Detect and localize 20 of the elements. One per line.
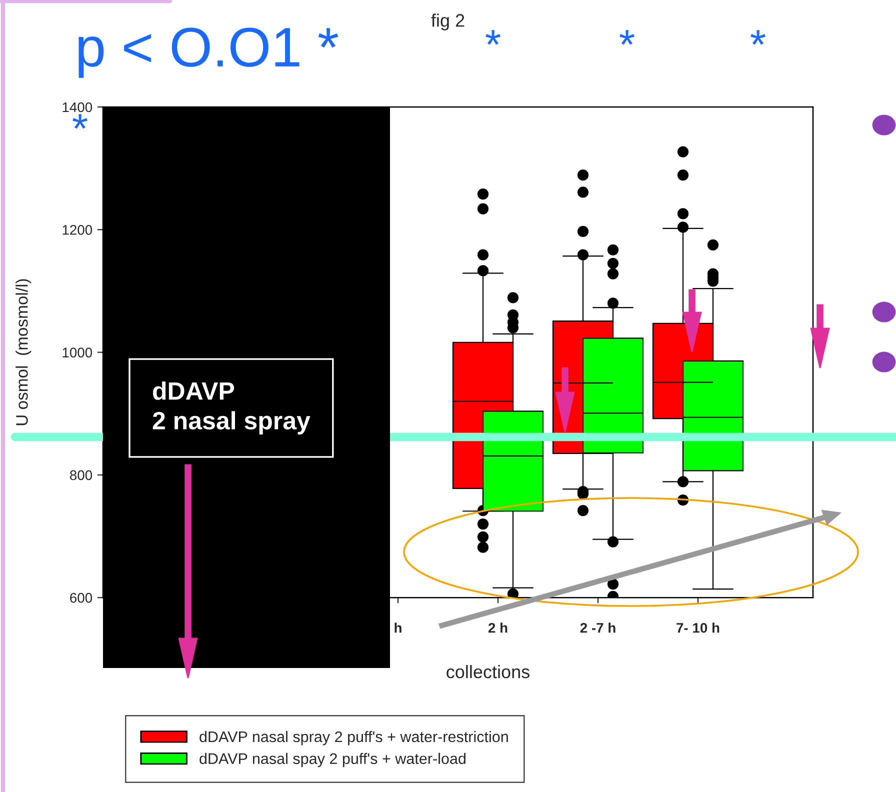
annotation: dDAVP 2 nasal spray — [152, 382, 310, 434]
x-tick-label: 2 -7 h — [580, 622, 616, 633]
legend-label: dDAVP nasal spray 2 puff's + water-restriction — [200, 730, 508, 746]
text: * — [620, 30, 634, 45]
y-tick-label: 1400 — [62, 102, 92, 112]
text: * — [72, 114, 88, 129]
x-tick-label: h — [394, 622, 402, 633]
text: p < O.O1 * — [78, 28, 338, 78]
chart-title: fig 2 — [431, 14, 464, 30]
y-tick-label: 1200 — [62, 224, 92, 235]
y-tick-label: 800 — [70, 470, 92, 480]
x-tick-label: 2 h — [488, 622, 508, 633]
y-tick-label: 1000 — [62, 348, 92, 358]
y-tick-label: 600 — [70, 592, 92, 603]
x-axis-title: collections — [446, 665, 530, 678]
y-axis-title: U osmol (mosmol/l) — [16, 279, 32, 426]
text: * — [486, 30, 500, 45]
legend-label: dDAVP nasal spay 2 puff's + water-load — [200, 752, 466, 768]
text: * — [750, 30, 766, 45]
x-tick-label: 7- 10 h — [676, 622, 720, 633]
